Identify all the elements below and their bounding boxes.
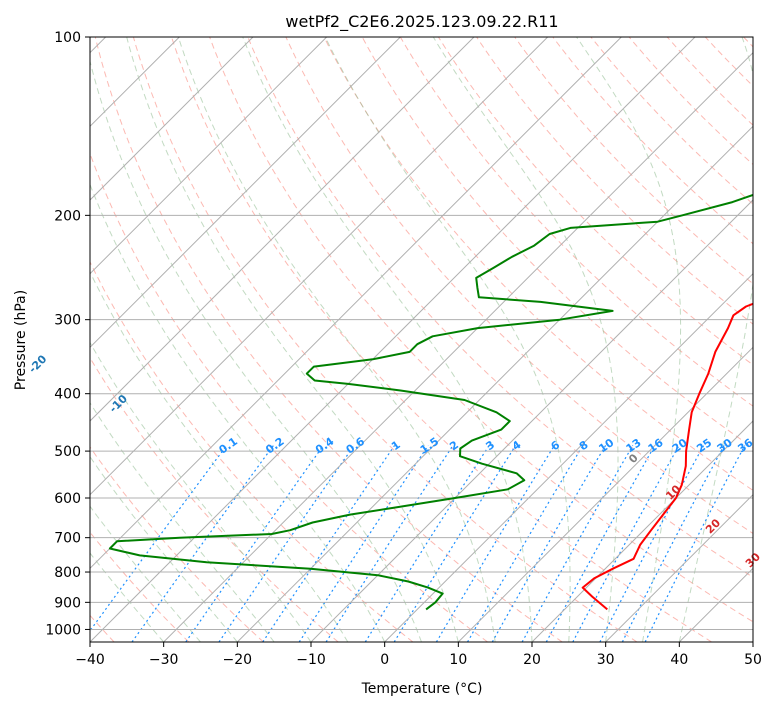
moist-adiabat (90, 59, 422, 642)
mixing-ratio-line (545, 445, 656, 642)
mixing-ratio-line (393, 445, 517, 642)
moist-adiabat (177, 37, 496, 642)
profile-curves (108, 193, 753, 611)
y-tick-label: 300 (54, 313, 81, 329)
mixing-ratio-line (572, 445, 680, 642)
moist-adiabat (90, 183, 386, 642)
y-tick-label: 700 (54, 531, 81, 547)
mixing-ratio-line (364, 445, 490, 642)
chart-title: wetPf2_C2E6.2025.123.09.22.R11 (285, 12, 558, 32)
moist-adiabat (678, 37, 753, 642)
isotherm (90, 37, 549, 496)
moist-adiabat (90, 455, 238, 642)
y-tick-label: 100 (54, 30, 81, 46)
isotherm (384, 272, 753, 642)
dry-adiabat (132, 37, 638, 642)
x-axis-title: Temperature (°C) (361, 681, 483, 697)
dry-adiabat (247, 37, 753, 578)
y-tick-label: 800 (54, 565, 81, 581)
dry-adiabat (628, 37, 753, 166)
isotherm (90, 37, 696, 642)
mixing-ratio-line (599, 445, 705, 642)
moist-adiabat (576, 37, 682, 642)
mixing-ratio-line (131, 445, 274, 642)
x-tick-label: −20 (223, 652, 253, 668)
y-axis-title: Pressure (hPa) (13, 290, 29, 390)
moist-adiabat (126, 37, 459, 642)
dry-adiabat (209, 37, 753, 623)
x-tick-label: −40 (75, 652, 105, 668)
dry-adiabat (323, 37, 753, 491)
mixing-ratio-line (325, 445, 454, 642)
x-tick-label: 30 (597, 652, 615, 668)
mixing-ratio-line (298, 445, 429, 642)
y-tick-label: 900 (54, 595, 81, 611)
moist-adiabat (90, 401, 275, 642)
moist-adiabat (324, 37, 571, 642)
isotherm (90, 37, 254, 201)
x-tick-label: 10 (449, 652, 467, 668)
x-tick-label: −10 (296, 652, 326, 668)
mixing-ratio-line (435, 445, 555, 642)
dry-adiabat (90, 446, 264, 642)
y-tick-label: 1000 (45, 622, 81, 638)
temperature-profile (581, 302, 753, 611)
isotherm (457, 346, 753, 642)
isotherm (90, 37, 475, 422)
y-tick-label: 200 (54, 208, 81, 224)
moist-adiabat (90, 270, 349, 642)
y-tick-label: 400 (54, 387, 81, 403)
isotherm (310, 199, 753, 642)
dry-adiabat (514, 37, 753, 285)
isotherm (163, 51, 753, 642)
x-tick-label: 0 (380, 652, 389, 668)
mixing-ratio-line (644, 445, 746, 642)
isotherm (90, 37, 328, 275)
dry-adiabat (476, 37, 753, 325)
x-tick-label: −30 (149, 652, 179, 668)
mixing-ratio-line (90, 445, 228, 632)
y-tick-label: 500 (54, 444, 81, 460)
dewpoint-profile (108, 193, 753, 611)
x-tick-label: 40 (670, 652, 688, 668)
isotherm (90, 37, 401, 349)
x-tick-label: 50 (744, 652, 762, 668)
isotherm (236, 125, 753, 642)
y-tick-label: 600 (54, 491, 81, 507)
moist-adiabat (432, 37, 619, 642)
dry-adiabat (399, 37, 753, 407)
dry-adiabat (90, 260, 414, 642)
plot-frame (89, 36, 754, 643)
x-tick-label: 20 (523, 652, 541, 668)
isotherm (531, 420, 753, 642)
axes: −40 −30 −20 −10 0 10 20 30 40 50 1000 900 800 700 600 5… (45, 30, 762, 668)
dry-adiabat (94, 37, 563, 642)
isotherm (605, 493, 753, 642)
moist-adiabat (242, 37, 533, 642)
